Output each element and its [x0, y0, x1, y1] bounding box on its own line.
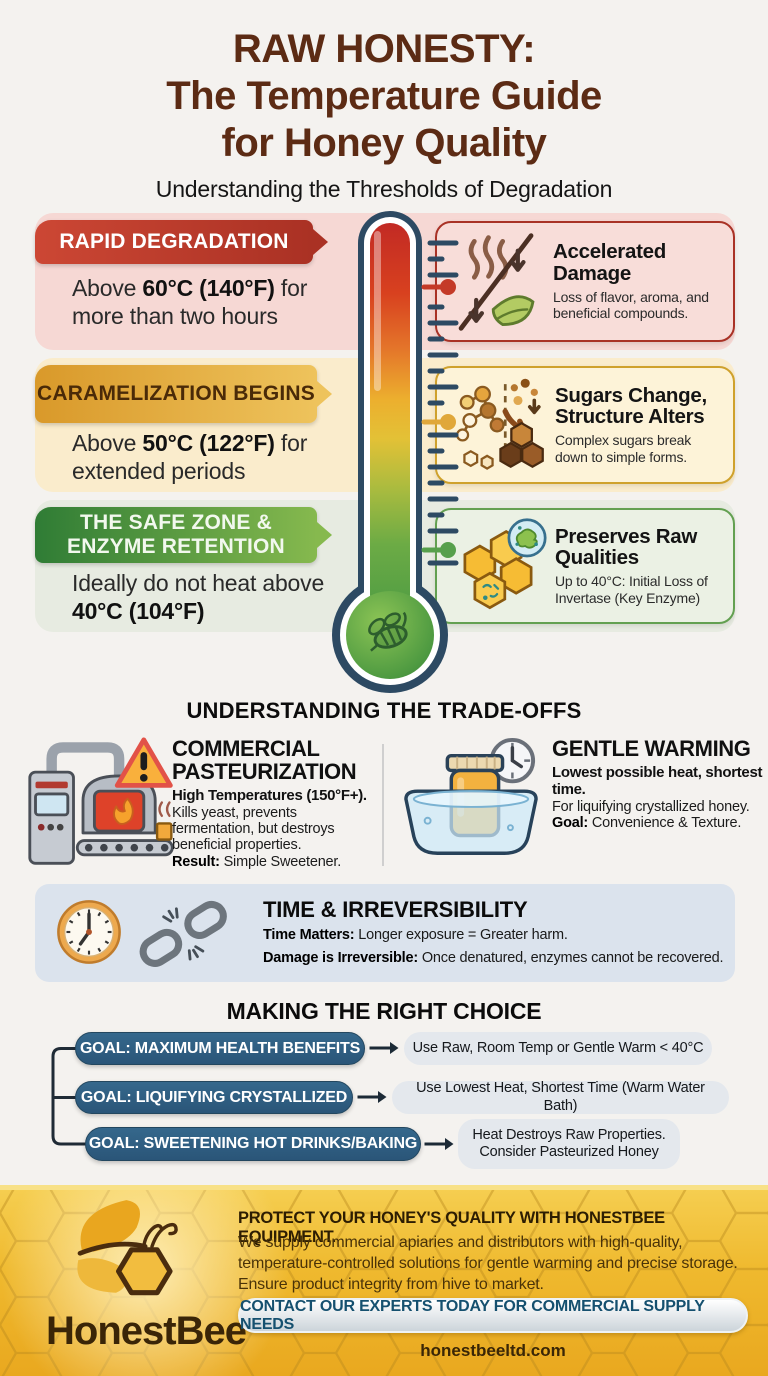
goal-label: Goal: [552, 814, 589, 831]
warming-jar-bath-icon [404, 737, 538, 855]
zone-banner: CARAMELIZATION BEGINS [35, 365, 317, 423]
tradeoff-pasteurization: COMMERCIAL PASTEURIZATION High Temperatu… [172, 737, 382, 870]
zone-banner: THE SAFE ZONE & ENZYME RETENTION [35, 507, 317, 563]
zone-effect-title: Accelerated Damage [553, 240, 666, 285]
tradeoff-gentle-warming: GENTLE WARMING Lowest possible heat, sho… [552, 737, 764, 832]
column-divider [382, 744, 384, 866]
goal-text: Convenience & Texture. [588, 814, 742, 831]
irreversible-line: Damage is Irreversible: Once denatured, … [263, 949, 743, 969]
warning-triangle-icon [114, 737, 173, 788]
result-pill-sweetening: Heat Destroys Raw Properties. Consider P… [458, 1119, 680, 1169]
clock-icon [57, 900, 121, 964]
page-title-line3: for Honey Quality [221, 120, 547, 165]
zone-threshold-text: Above 60°C (140°F) for more than two hou… [72, 274, 344, 330]
result-pill-liquifying: Use Lowest Heat, Shortest Time (Warm Wat… [392, 1080, 729, 1114]
tradeoffs-heading: UNDERSTANDING THE TRADE-OFFS [186, 698, 582, 723]
zone-threshold-text: Ideally do not heat above 40°C (104°F) [72, 569, 344, 625]
page-subtitle: Understanding the Thresholds of Degradat… [155, 176, 613, 203]
threshold-pre: Above [72, 275, 143, 301]
zone-effect-text: Preserves Raw Qualities Up to 40°C: Init… [555, 524, 725, 606]
tradeoff-desc: Kills yeast, prevents fermentation, but … [172, 804, 335, 854]
arrow-right-icon [369, 1042, 399, 1054]
footer-headline: PROTECT YOUR HONEY'S QUALITY WITH HONEST… [238, 1209, 665, 1246]
zone-effect-desc: Up to 40°C: Initial Loss of Invertase (K… [555, 573, 708, 606]
zone-effect-title: Preserves Raw Qualities [555, 524, 697, 570]
honeycomb-enzyme-icon [463, 518, 547, 610]
zone-banner: RAPID DEGRADATION [35, 220, 313, 264]
zone-effect-desc: Loss of flavor, aroma, and beneficial co… [553, 288, 709, 322]
threshold-value: 50°C (122°F) [142, 430, 275, 456]
tradeoff-goal-line: Goal: Convenience & Texture. [552, 815, 764, 832]
goal-pill-sweetening: GOAL: SWEETENING HOT DRINKS/BAKING [85, 1127, 421, 1161]
page-title-line2: The Temperature Guide [166, 73, 602, 118]
time-card-text: TIME & IRREVERSIBILITY Time Matters: Lon… [263, 897, 743, 968]
threshold-post: for more than two hours [72, 275, 308, 330]
result-pill-health-benefits: Use Raw, Room Temp or Gentle Warm < 40°C [404, 1032, 712, 1065]
brand-name: HonestBee [46, 1309, 247, 1353]
contact-cta-button[interactable]: CONTACT OUR EXPERTS TODAY FOR COMMERCIAL… [238, 1298, 748, 1333]
temp-marker-red [421, 279, 456, 295]
broken-chain-icon [139, 900, 227, 967]
temp-marker-green [421, 542, 456, 558]
bee-logo-icon [77, 1200, 178, 1296]
threshold-value: 40°C (104°F) [72, 598, 205, 625]
irreversible-label: Damage is Irreversible: [263, 949, 418, 966]
threshold-pre: Ideally do not heat above [72, 570, 325, 596]
zone-effect-card: Accelerated Damage Loss of flavor, aroma… [435, 221, 735, 342]
footer-body-text: We supply commercial apiaries and distri… [238, 1234, 738, 1293]
heat-damage-icon [458, 232, 535, 331]
threshold-pre: Above [72, 430, 143, 456]
time-irreversibility-card: TIME & IRREVERSIBILITY Time Matters: Lon… [35, 884, 735, 982]
tradeoff-desc: For liquifying crystallized honey. [552, 798, 750, 815]
tradeoff-bold-line: Lowest possible heat, shortest time. [552, 764, 763, 798]
zone-threshold-text: Above 50°C (122°F) for extended periods [72, 429, 344, 485]
time-matters-text: Longer exposure = Greater harm. [354, 927, 568, 943]
result-label: Result: [172, 853, 220, 870]
arrow-right-icon [424, 1138, 454, 1150]
threshold-post: for extended periods [72, 430, 308, 485]
zone-effect-text: Accelerated Damage Loss of flavor, aroma… [553, 241, 725, 321]
threshold-value: 60°C (140°F) [142, 275, 275, 301]
goal-pill-liquifying: GOAL: LIQUIFYING CRYSTALLIZED [75, 1081, 353, 1114]
zone-effect-card: Preserves Raw Qualities Up to 40°C: Init… [435, 508, 735, 624]
tradeoff-title: COMMERCIAL PASTEURIZATION [172, 736, 357, 785]
page-header: RAW HONESTY: The Temperature Guide for H… [0, 26, 768, 203]
zone-effect-desc: Complex sugars break down to simple form… [555, 432, 692, 465]
time-matters-label: Time Matters: [263, 927, 355, 943]
result-text: Simple Sweetener. [219, 853, 342, 870]
footer-banner: HonestBee PROTECT YOUR HONEY'S QUALITY W… [0, 1185, 768, 1376]
time-matters-line: Time Matters: Longer exposure = Greater … [263, 926, 743, 946]
sugar-molecules-icon [456, 378, 544, 470]
choices-heading: MAKING THE RIGHT CHOICE [226, 998, 542, 1024]
tradeoff-bold-line: High Temperatures (150°F+). [172, 787, 367, 805]
tradeoff-result-line: Result: Simple Sweetener. [172, 854, 382, 871]
zone-effect-title: Sugars Change, Structure Alters [555, 383, 707, 429]
pasteurizer-machine-icon [28, 737, 174, 865]
time-card-title: TIME & IRREVERSIBILITY [263, 897, 528, 922]
zone-effect-card: Sugars Change, Structure Alters Complex … [435, 366, 735, 484]
goal-pill-health-benefits: GOAL: MAXIMUM HEALTH BENEFITS [75, 1032, 365, 1065]
irreversible-text: Once denatured, enzymes cannot be recove… [418, 949, 724, 966]
bee-silhouette-icon [368, 611, 408, 652]
temp-marker-yellow [421, 414, 456, 430]
page-title: RAW HONESTY: [232, 27, 536, 71]
choices-bracket [51, 1047, 87, 1146]
logo-glow [0, 1185, 340, 1376]
zone-effect-text: Sugars Change, Structure Alters Complex … [555, 383, 725, 465]
website-link[interactable]: honestbeeltd.com [420, 1341, 566, 1360]
tradeoff-title: GENTLE WARMING [552, 736, 751, 761]
arrow-right-icon [357, 1091, 387, 1103]
footer-top-border [0, 1185, 768, 1190]
thermometer-icon [332, 211, 459, 693]
